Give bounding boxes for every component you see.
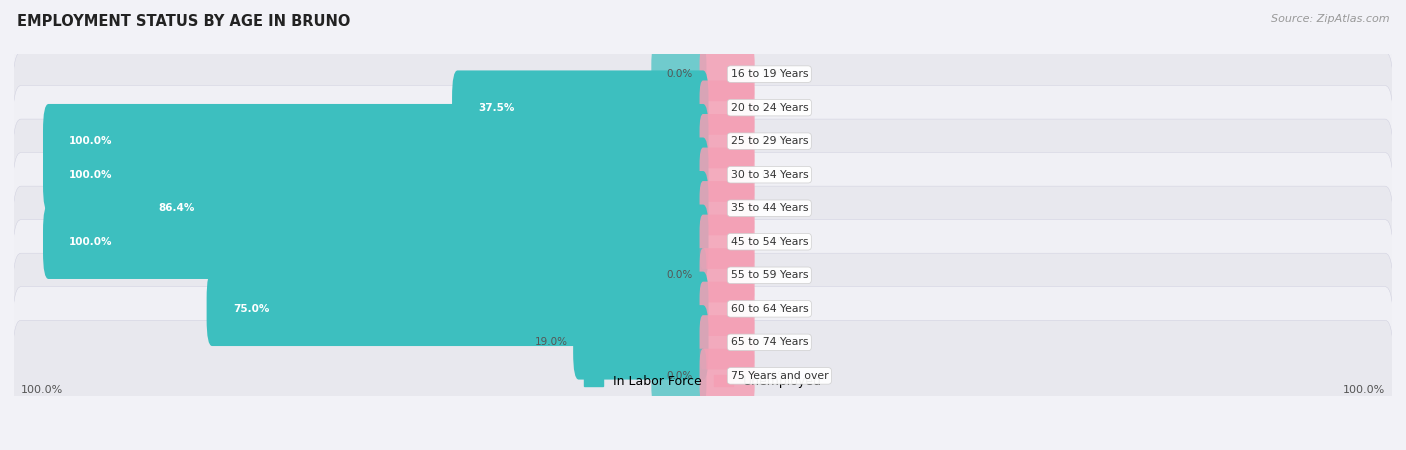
FancyBboxPatch shape <box>700 282 755 336</box>
Text: 0.0%: 0.0% <box>762 270 787 280</box>
Text: 0.0%: 0.0% <box>762 136 787 146</box>
FancyBboxPatch shape <box>13 320 1393 432</box>
FancyBboxPatch shape <box>207 272 709 346</box>
Text: 45 to 54 Years: 45 to 54 Years <box>731 237 808 247</box>
Text: 0.0%: 0.0% <box>762 69 787 79</box>
FancyBboxPatch shape <box>700 148 755 202</box>
FancyBboxPatch shape <box>700 215 755 269</box>
FancyBboxPatch shape <box>44 138 709 212</box>
Text: 100.0%: 100.0% <box>1343 385 1385 396</box>
Text: 20 to 24 Years: 20 to 24 Years <box>731 103 808 112</box>
FancyBboxPatch shape <box>651 47 706 101</box>
FancyBboxPatch shape <box>651 248 706 302</box>
Text: 0.0%: 0.0% <box>666 270 693 280</box>
FancyBboxPatch shape <box>700 114 755 168</box>
Text: 100.0%: 100.0% <box>69 170 112 180</box>
FancyBboxPatch shape <box>700 248 755 302</box>
FancyBboxPatch shape <box>13 253 1393 364</box>
Text: 19.0%: 19.0% <box>536 338 568 347</box>
FancyBboxPatch shape <box>13 153 1393 264</box>
Text: 0.0%: 0.0% <box>762 304 787 314</box>
Text: 16 to 19 Years: 16 to 19 Years <box>731 69 808 79</box>
FancyBboxPatch shape <box>700 315 755 369</box>
FancyBboxPatch shape <box>700 47 755 101</box>
Text: 75.0%: 75.0% <box>233 304 269 314</box>
FancyBboxPatch shape <box>700 349 755 403</box>
Text: 37.5%: 37.5% <box>478 103 515 112</box>
Text: 0.0%: 0.0% <box>666 371 693 381</box>
FancyBboxPatch shape <box>651 349 706 403</box>
FancyBboxPatch shape <box>44 205 709 279</box>
FancyBboxPatch shape <box>13 119 1393 230</box>
Text: 86.4%: 86.4% <box>159 203 194 213</box>
Text: 75 Years and over: 75 Years and over <box>731 371 828 381</box>
FancyBboxPatch shape <box>13 18 1393 130</box>
Text: 0.0%: 0.0% <box>762 203 787 213</box>
Text: 100.0%: 100.0% <box>21 385 63 396</box>
Text: 0.0%: 0.0% <box>762 338 787 347</box>
Text: 100.0%: 100.0% <box>69 237 112 247</box>
Text: 25 to 29 Years: 25 to 29 Years <box>731 136 808 146</box>
Text: 0.0%: 0.0% <box>762 371 787 381</box>
Text: 0.0%: 0.0% <box>666 69 693 79</box>
Text: 0.0%: 0.0% <box>762 237 787 247</box>
FancyBboxPatch shape <box>44 104 709 178</box>
Text: 0.0%: 0.0% <box>762 103 787 112</box>
Legend: In Labor Force, Unemployed: In Labor Force, Unemployed <box>579 370 827 393</box>
Text: 55 to 59 Years: 55 to 59 Years <box>731 270 808 280</box>
FancyBboxPatch shape <box>13 220 1393 331</box>
FancyBboxPatch shape <box>13 287 1393 398</box>
Text: 35 to 44 Years: 35 to 44 Years <box>731 203 808 213</box>
FancyBboxPatch shape <box>453 71 709 145</box>
FancyBboxPatch shape <box>13 86 1393 197</box>
FancyBboxPatch shape <box>700 81 755 135</box>
Text: 0.0%: 0.0% <box>762 170 787 180</box>
Text: 65 to 74 Years: 65 to 74 Years <box>731 338 808 347</box>
Text: EMPLOYMENT STATUS BY AGE IN BRUNO: EMPLOYMENT STATUS BY AGE IN BRUNO <box>17 14 350 28</box>
Text: 100.0%: 100.0% <box>69 136 112 146</box>
FancyBboxPatch shape <box>700 181 755 235</box>
Text: Source: ZipAtlas.com: Source: ZipAtlas.com <box>1271 14 1389 23</box>
FancyBboxPatch shape <box>13 52 1393 163</box>
FancyBboxPatch shape <box>13 186 1393 297</box>
FancyBboxPatch shape <box>132 171 709 245</box>
Text: 30 to 34 Years: 30 to 34 Years <box>731 170 808 180</box>
FancyBboxPatch shape <box>574 305 709 379</box>
Text: 60 to 64 Years: 60 to 64 Years <box>731 304 808 314</box>
